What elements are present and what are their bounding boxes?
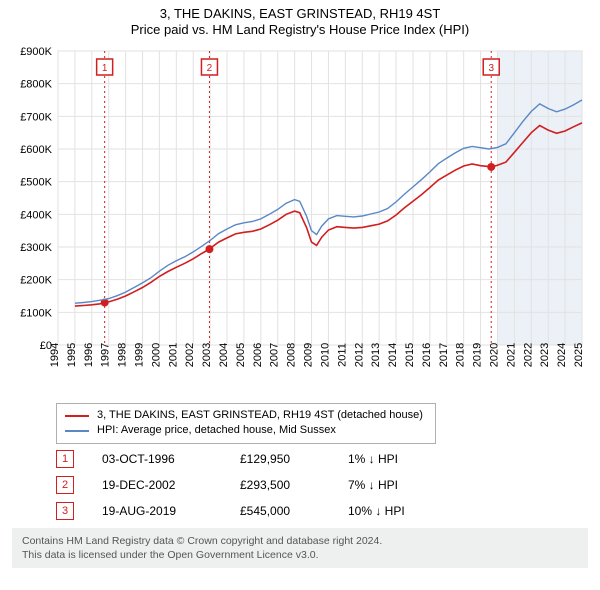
legend-swatch-red: [65, 415, 89, 417]
marker-box-label: 1: [102, 63, 108, 74]
x-tick-label: 2002: [184, 343, 196, 367]
transaction-date: 19-DEC-2002: [102, 478, 212, 492]
chart-title-block: 3, THE DAKINS, EAST GRINSTEAD, RH19 4ST …: [8, 6, 592, 37]
x-tick-label: 1995: [66, 343, 78, 367]
x-tick-label: 2018: [455, 343, 467, 367]
transaction-row: 2 19-DEC-2002 £293,500 7% ↓ HPI: [56, 476, 582, 494]
x-tick-label: 2012: [353, 343, 365, 367]
legend-label-red: 3, THE DAKINS, EAST GRINSTEAD, RH19 4ST …: [97, 408, 423, 423]
transaction-marker-icon: 3: [56, 502, 74, 520]
transaction-delta: 1% ↓ HPI: [348, 452, 448, 466]
y-tick-label: £500K: [20, 177, 52, 189]
x-tick-label: 2020: [488, 343, 500, 367]
x-tick-label: 2016: [421, 343, 433, 367]
x-tick-label: 2005: [235, 343, 247, 367]
x-tick-label: 1994: [49, 343, 61, 367]
x-tick-label: 2024: [556, 343, 568, 367]
transaction-date: 03-OCT-1996: [102, 452, 212, 466]
x-tick-label: 2003: [201, 343, 213, 367]
x-tick-label: 2009: [303, 343, 315, 367]
x-tick-label: 2004: [218, 343, 230, 367]
x-tick-label: 1998: [117, 343, 129, 367]
y-tick-label: £300K: [20, 242, 52, 254]
chart-title-sub: Price paid vs. HM Land Registry's House …: [8, 22, 592, 37]
attribution-line-1: Contains HM Land Registry data © Crown c…: [22, 534, 578, 548]
legend-row-blue: HPI: Average price, detached house, Mid …: [65, 423, 427, 438]
transaction-marker-icon: 1: [56, 450, 74, 468]
transactions-table: 1 03-OCT-1996 £129,950 1% ↓ HPI 2 19-DEC…: [56, 450, 582, 520]
x-tick-label: 2015: [404, 343, 416, 367]
transaction-row: 3 19-AUG-2019 £545,000 10% ↓ HPI: [56, 502, 582, 520]
transaction-marker-icon: 2: [56, 476, 74, 494]
x-tick-label: 1999: [134, 343, 146, 367]
x-tick-label: 2025: [573, 343, 585, 367]
x-tick-label: 1996: [83, 343, 95, 367]
x-tick-label: 2022: [522, 343, 534, 367]
marker-box-label: 2: [207, 63, 213, 74]
x-tick-label: 2010: [319, 343, 331, 367]
attribution-line-2: This data is licensed under the Open Gov…: [22, 548, 578, 562]
x-tick-label: 2006: [252, 343, 264, 367]
attribution: Contains HM Land Registry data © Crown c…: [12, 528, 588, 568]
y-tick-label: £200K: [20, 275, 52, 287]
forecast-band: [497, 51, 582, 345]
transaction-price: £545,000: [240, 504, 320, 518]
y-tick-label: £900K: [20, 46, 52, 58]
marker-box-label: 3: [488, 63, 494, 74]
transaction-date: 19-AUG-2019: [102, 504, 212, 518]
transaction-row: 1 03-OCT-1996 £129,950 1% ↓ HPI: [56, 450, 582, 468]
transaction-price: £129,950: [240, 452, 320, 466]
transaction-delta: 7% ↓ HPI: [348, 478, 448, 492]
x-tick-label: 2001: [167, 343, 179, 367]
x-tick-label: 2017: [438, 343, 450, 367]
legend-label-blue: HPI: Average price, detached house, Mid …: [97, 423, 336, 438]
x-tick-label: 2011: [336, 343, 348, 367]
chart-title-main: 3, THE DAKINS, EAST GRINSTEAD, RH19 4ST: [8, 6, 592, 21]
x-tick-label: 2007: [269, 343, 281, 367]
transaction-price: £293,500: [240, 478, 320, 492]
chart-svg: £0£100K£200K£300K£400K£500K£600K£700K£80…: [8, 45, 592, 395]
y-tick-label: £100K: [20, 307, 52, 319]
x-tick-label: 2021: [505, 343, 517, 367]
x-tick-label: 2008: [286, 343, 298, 367]
legend-row-red: 3, THE DAKINS, EAST GRINSTEAD, RH19 4ST …: [65, 408, 427, 423]
x-tick-label: 2013: [370, 343, 382, 367]
legend-swatch-blue: [65, 430, 89, 432]
y-tick-label: £400K: [20, 209, 52, 221]
y-tick-label: £600K: [20, 144, 52, 156]
chart-area: £0£100K£200K£300K£400K£500K£600K£700K£80…: [8, 45, 592, 395]
x-tick-label: 2000: [150, 343, 162, 367]
x-tick-label: 1997: [100, 343, 112, 367]
x-tick-label: 2014: [387, 343, 399, 367]
transaction-delta: 10% ↓ HPI: [348, 504, 448, 518]
legend: 3, THE DAKINS, EAST GRINSTEAD, RH19 4ST …: [56, 403, 436, 444]
y-tick-label: £700K: [20, 111, 52, 123]
y-tick-label: £800K: [20, 79, 52, 91]
x-tick-label: 2023: [539, 343, 551, 367]
x-tick-label: 2019: [472, 343, 484, 367]
